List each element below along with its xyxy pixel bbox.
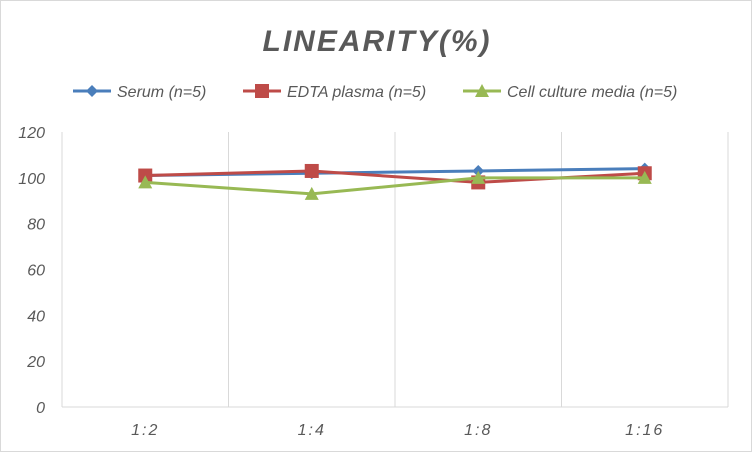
x-tick-label: 1:16 (625, 422, 664, 439)
legend-label: Serum (n=5) (117, 84, 206, 101)
x-tick-label: 1:8 (464, 422, 492, 439)
data-point (304, 186, 319, 200)
data-point (471, 170, 486, 184)
legend-marker (255, 84, 269, 98)
data-point (637, 170, 652, 184)
y-tick-label: 0 (36, 400, 45, 417)
series-line (145, 176, 645, 196)
y-tick-label: 120 (18, 125, 45, 142)
x-tick-label: 1:2 (131, 422, 159, 439)
x-tick-label: 1:4 (298, 422, 326, 439)
legend-label: EDTA plasma (n=5) (287, 84, 426, 101)
y-tick-label: 40 (27, 308, 45, 325)
y-tick-label: 100 (18, 171, 45, 188)
legend-marker (86, 85, 98, 97)
data-point (138, 175, 153, 189)
y-tick-label: 80 (27, 217, 45, 234)
y-tick-label: 60 (27, 263, 45, 280)
legend-marker (475, 84, 489, 97)
data-point (304, 163, 319, 178)
legend-label: Cell culture media (n=5) (507, 84, 677, 101)
y-tick-label: 20 (26, 354, 45, 371)
chart-title: LINEARITY(%) (263, 25, 492, 58)
